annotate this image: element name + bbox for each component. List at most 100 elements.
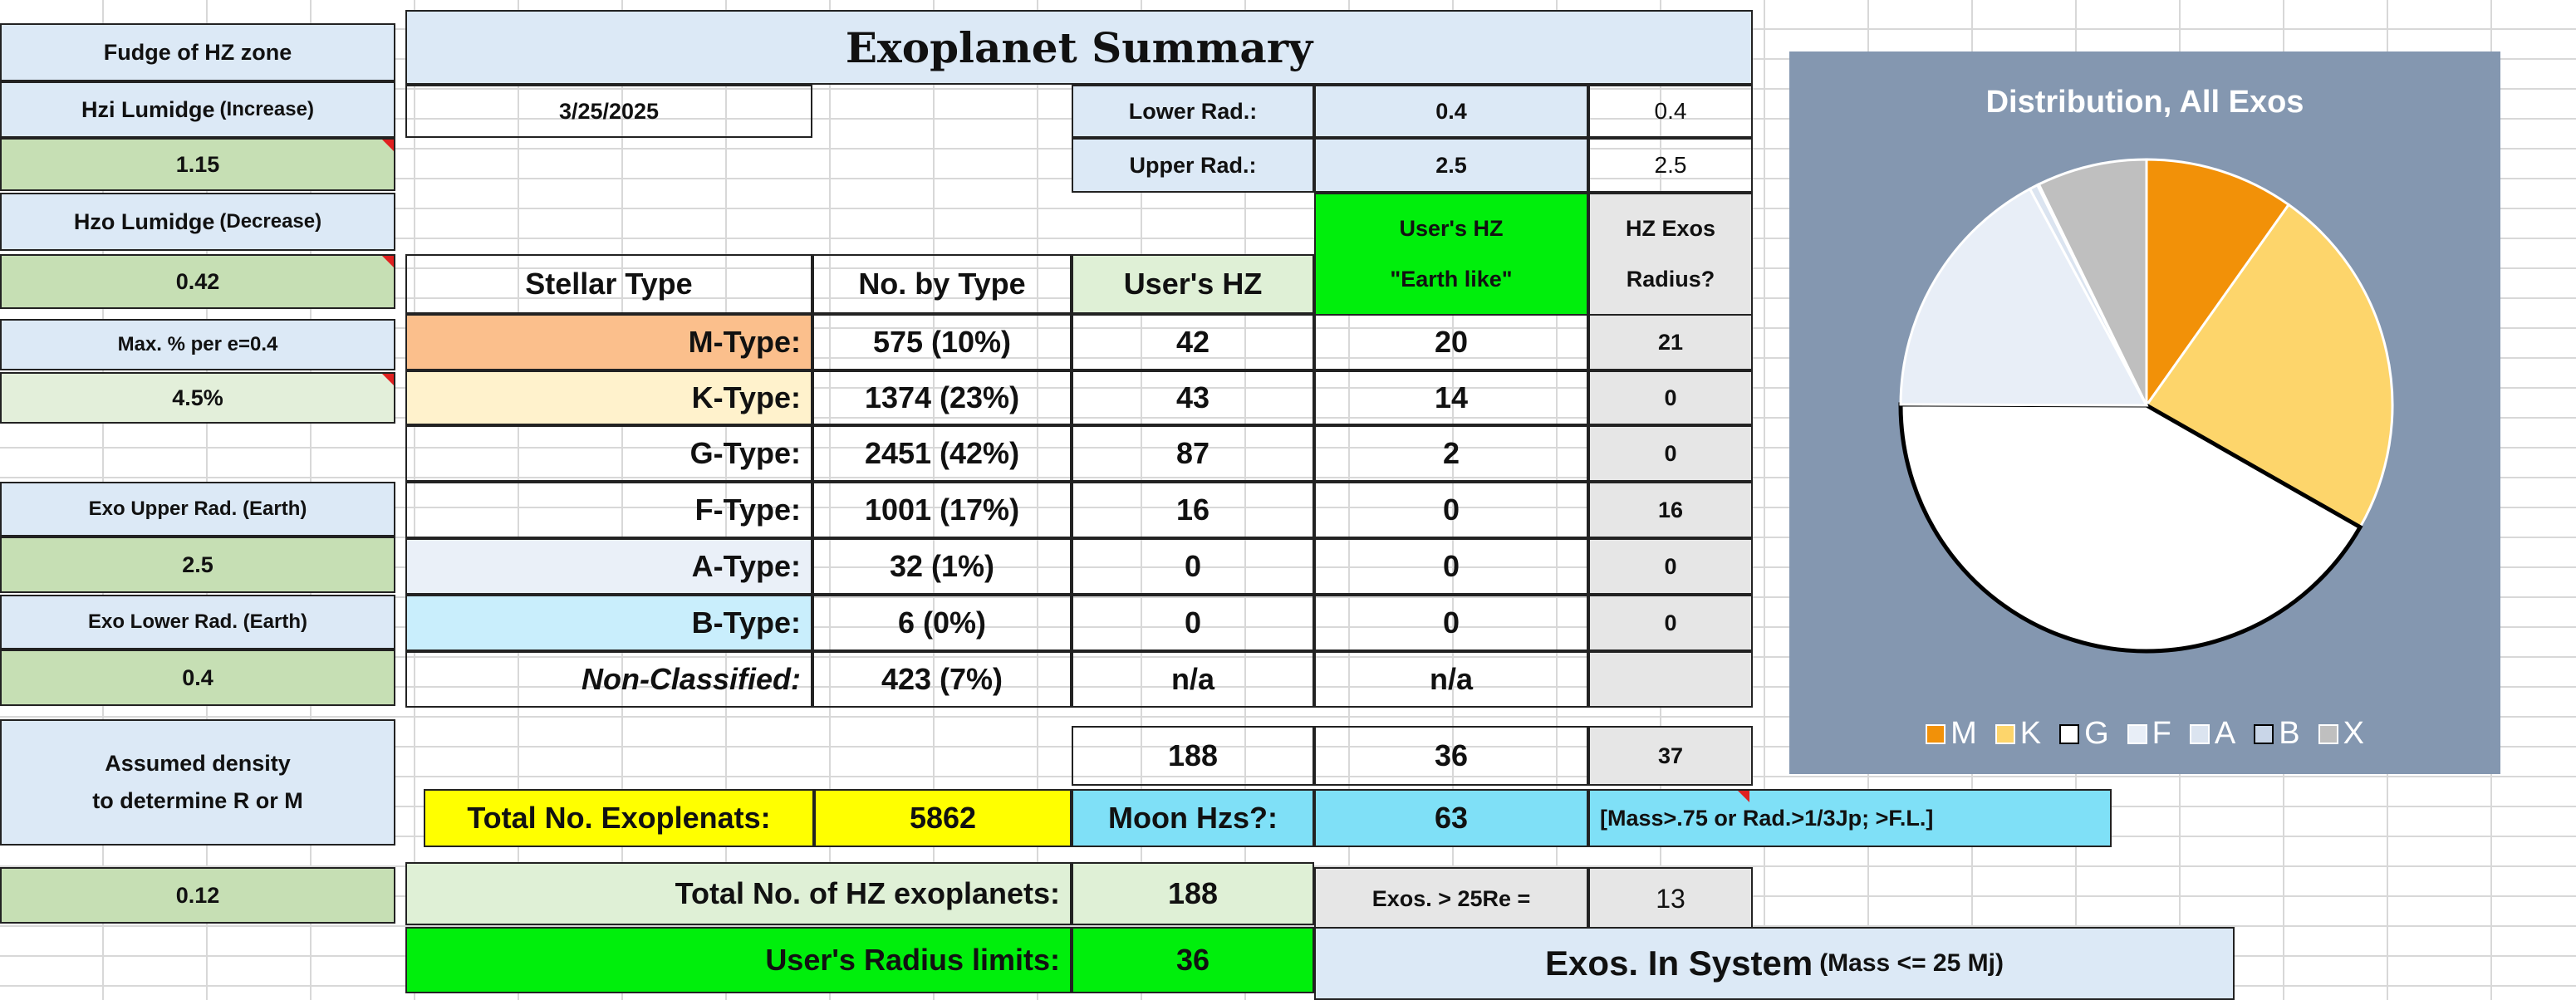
type-count: 1001 (17%) — [812, 482, 1072, 538]
stellar-type-label: A-Type: — [405, 538, 812, 595]
legend-swatch-A — [2189, 723, 2210, 744]
exo-upper-value-cell[interactable]: 2.5 — [0, 537, 395, 593]
legend-item-K: K — [1995, 716, 2041, 752]
users-hz-header: User's HZ — [1072, 254, 1314, 314]
mass-note: [Mass>.75 or Rad.>1/3Jp; >F.L.] — [1588, 789, 2112, 847]
stellar-type-header: Stellar Type — [405, 254, 812, 314]
hz-exos-radius-header: HZ Exos Radius? — [1588, 193, 1753, 314]
earth-like-count: 0 — [1314, 595, 1588, 651]
upper-rad-label: Upper Rad.: — [1072, 138, 1314, 193]
lower-rad-label: Lower Rad.: — [1072, 85, 1314, 138]
in-system-suffix: (Mass <= 25 Mj) — [1819, 949, 2004, 977]
hz-fudge-label: Fudge of HZ zone — [0, 23, 395, 81]
no-by-type-header: No. by Type — [812, 254, 1072, 314]
hz-exos-radius-count: 16 — [1588, 482, 1753, 538]
legend-swatch-B — [2254, 723, 2274, 744]
stellar-type-label: G-Type: — [405, 425, 812, 482]
density-label: Assumed density to determine R or M — [0, 719, 395, 846]
upper-rad-small: 2.5 — [1588, 138, 1753, 193]
pie-slice-M[interactable] — [2145, 158, 2291, 409]
exo-lower-value-cell[interactable]: 0.4 — [0, 650, 395, 706]
earth-like-count: 14 — [1314, 370, 1588, 425]
stellar-type-label: F-Type: — [405, 482, 812, 538]
pie-slice-K[interactable] — [2144, 203, 2394, 529]
legend-label-X: X — [2343, 716, 2364, 751]
legend-item-F: F — [2127, 716, 2171, 752]
type-count: 2451 (42%) — [812, 425, 1072, 482]
users-hz-count: 0 — [1072, 595, 1314, 651]
legend-label-B: B — [2279, 716, 2300, 751]
hz-exos-radius-count: 0 — [1588, 425, 1753, 482]
comment-marker[interactable] — [382, 256, 394, 267]
exo-lower-label: Exo Lower Rad. (Earth) — [0, 595, 395, 650]
users-hz-count: 42 — [1072, 314, 1314, 370]
pie-slice-G[interactable] — [1898, 402, 2363, 654]
max-pct-value-cell[interactable]: 4.5% — [0, 372, 395, 424]
hz-exos-radius-count — [1588, 651, 1753, 708]
earth-like-count: 0 — [1314, 482, 1588, 538]
density-value-cell[interactable]: 0.12 — [0, 867, 395, 924]
hzo-value-cell[interactable]: 0.42 — [0, 254, 395, 309]
hzi-suffix: (Increase) — [219, 98, 314, 120]
legend-label-K: K — [2019, 716, 2042, 751]
earth-like-count: n/a — [1314, 651, 1588, 708]
hz-exos-radius-count: 0 — [1588, 538, 1753, 595]
earth-like-count: 0 — [1314, 538, 1588, 595]
users-hz-count: 16 — [1072, 482, 1314, 538]
earth-like-count: 2 — [1314, 425, 1588, 482]
stellar-type-label: Non-Classified: — [405, 651, 812, 708]
pie-svg — [1898, 158, 2394, 654]
radius-limits-value: 36 — [1072, 927, 1314, 993]
total-exo-value: 5862 — [814, 789, 1072, 847]
radius-limits-label: User's Radius limits: — [405, 927, 1072, 993]
hzi-label: Hzi Lumidge (Increase) — [0, 81, 395, 138]
exos-25re-value: 13 — [1588, 867, 1753, 930]
hzi-value-cell[interactable]: 1.15 — [0, 138, 395, 191]
hz-exos-radius-count: 0 — [1588, 595, 1753, 651]
hzo-suffix: (Decrease) — [219, 210, 322, 233]
chart-title: Distribution, All Exos — [1985, 85, 2304, 120]
radius-total: 37 — [1588, 726, 1753, 786]
total-hz-label: Total No. of HZ exoplanets: — [405, 862, 1072, 925]
legend-label-G: G — [2084, 716, 2109, 751]
legend-swatch-F — [2127, 723, 2147, 744]
date-cell[interactable]: 3/25/2025 — [405, 85, 812, 138]
earth-like-total: 36 — [1314, 726, 1588, 786]
legend-label-A: A — [2214, 716, 2236, 751]
stellar-type-label: M-Type: — [405, 314, 812, 370]
type-count: 6 (0%) — [812, 595, 1072, 651]
users-hz-count: 87 — [1072, 425, 1314, 482]
exos-25re-label: Exos. > 25Re = — [1314, 867, 1588, 930]
legend-swatch-G — [2059, 723, 2080, 744]
legend-item-A: A — [2189, 716, 2236, 752]
legend-swatch-M — [1926, 723, 1946, 744]
upper-rad-value[interactable]: 2.5 — [1314, 138, 1588, 193]
comment-marker[interactable] — [1738, 791, 1749, 802]
legend-label-F: F — [2152, 716, 2171, 751]
users-hz-count: 43 — [1072, 370, 1314, 425]
type-count: 1374 (23%) — [812, 370, 1072, 425]
comment-marker[interactable] — [382, 374, 394, 385]
hz-total: 188 — [1072, 726, 1314, 786]
type-count: 32 (1%) — [812, 538, 1072, 595]
moon-hz-value: 63 — [1314, 789, 1588, 847]
earth-like-header: User's HZ "Earth like" — [1314, 193, 1588, 314]
pie-slice-X[interactable] — [2037, 158, 2148, 406]
lower-rad-small: 0.4 — [1588, 85, 1753, 138]
earth-like-count: 20 — [1314, 314, 1588, 370]
hz-exos-radius-count: 21 — [1588, 314, 1753, 370]
lower-rad-value[interactable]: 0.4 — [1314, 85, 1588, 138]
in-system-header: Exos. In System (Mass <= 25 Mj) — [1314, 927, 2235, 1000]
legend-item-M: M — [1926, 716, 1977, 752]
legend-swatch-K — [1995, 723, 2015, 744]
total-hz-value: 188 — [1072, 862, 1314, 925]
summary-title: Exoplanet Summary — [405, 10, 1753, 85]
users-hz-count: n/a — [1072, 651, 1314, 708]
comment-marker[interactable] — [382, 140, 394, 151]
moon-hz-label: Moon Hzs?: — [1072, 789, 1314, 847]
type-count: 575 (10%) — [812, 314, 1072, 370]
pie-slice-F[interactable] — [1899, 187, 2149, 407]
distribution-pie-chart[interactable]: Distribution, All Exos M K G F A B X — [1789, 51, 2500, 774]
legend-swatch-X — [2318, 723, 2338, 744]
